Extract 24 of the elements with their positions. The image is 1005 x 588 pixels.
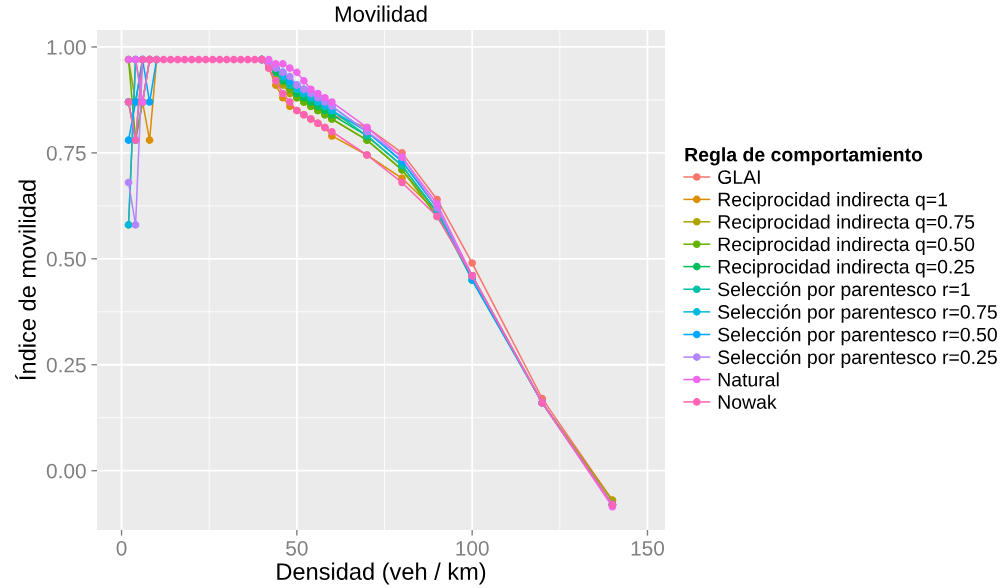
y-tick-label: 1.00 [47, 39, 86, 55]
x-tick-label: 0 [116, 540, 127, 556]
y-tick-label: 0.00 [46, 463, 86, 479]
legend-label: Natural [718, 372, 779, 387]
legend-label: Selección por parentesco r=1 [718, 281, 970, 301]
x-tick-label: 50 [286, 540, 308, 556]
legend-label: Nowak [718, 394, 777, 409]
y-tick-label: 0.75 [46, 145, 86, 161]
legend-label: Reciprocidad indirecta q=0.25 [718, 259, 975, 278]
y-axis-title: Índice de movilidad [15, 180, 36, 380]
x-tick-label: 150 [631, 540, 665, 556]
legend-label: Reciprocidad indirecta q=1 [718, 192, 948, 211]
y-tick-label: 0.25 [46, 357, 86, 373]
legend-title: Regla de comportamiento [685, 147, 923, 166]
chart-title: Movilidad [335, 5, 427, 22]
legend-label: GLAI [718, 170, 760, 184]
x-axis-title: Densidad (veh / km) [277, 562, 486, 585]
legend-label: Reciprocidad indirecta q=0.50 [718, 236, 975, 256]
legend-label: Selección por parentesco r=0.50 [718, 326, 997, 346]
y-tick-label: 0.50 [46, 251, 86, 267]
legend-label: Selección por parentesco r=0.75 [718, 304, 997, 323]
x-tick-label: 100 [456, 540, 489, 556]
legend-label: Reciprocidad indirecta q=0.75 [718, 214, 975, 233]
legend-label: Selección por parentesco r=0.25 [718, 349, 997, 368]
